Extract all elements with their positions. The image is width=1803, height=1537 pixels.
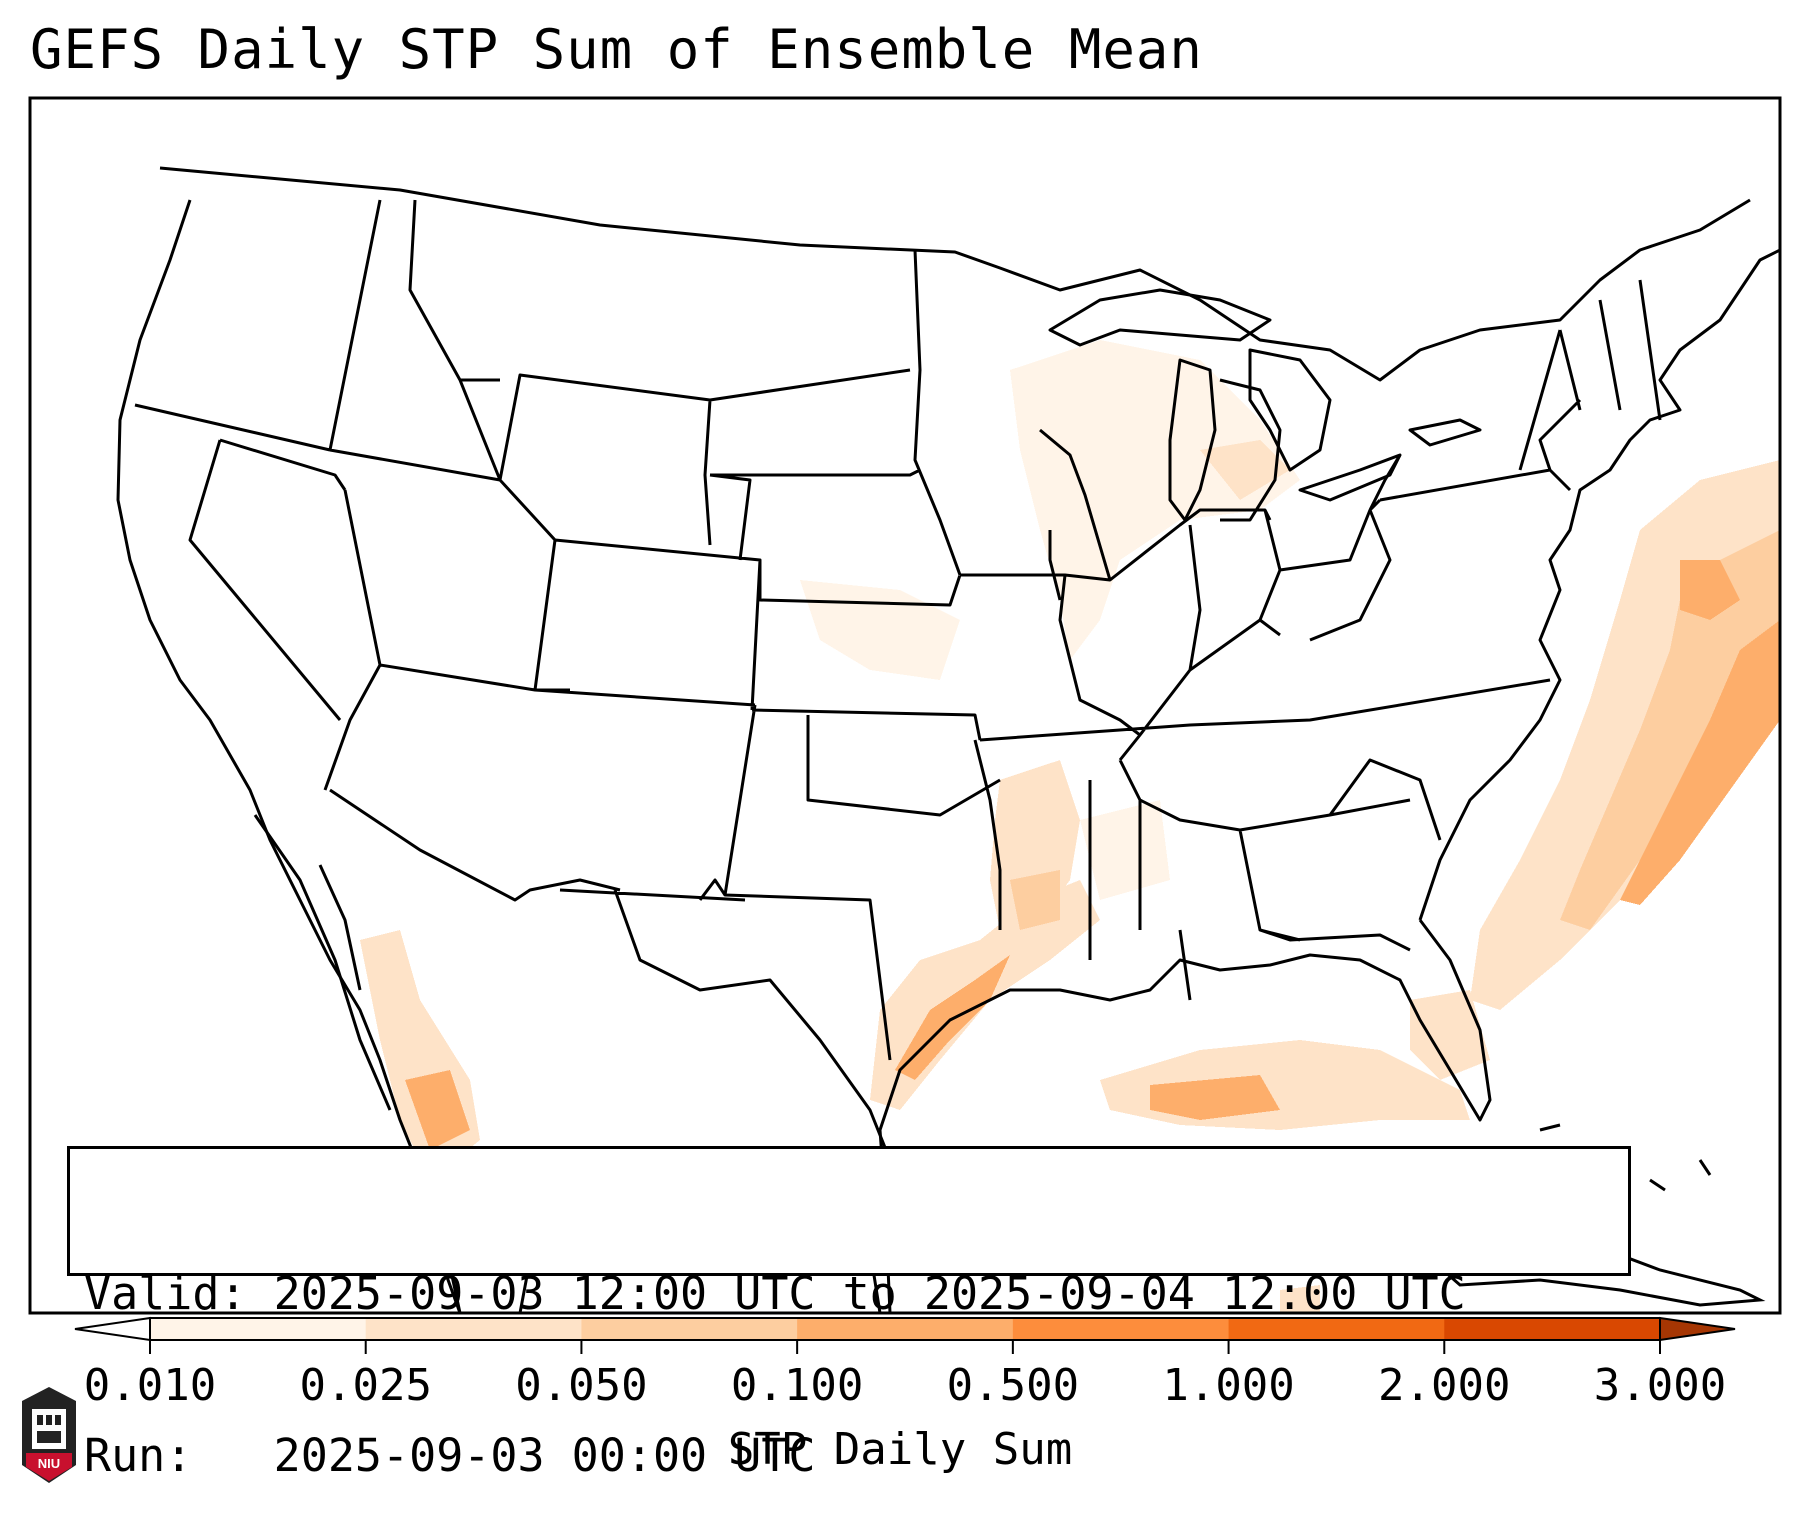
- valid-value: 2025-09-03 12:00 UTC to 2025-09-04 12:00…: [273, 1267, 1466, 1320]
- upper-midwest-great-lakes: [1010, 340, 1300, 660]
- mid-south-light: [1080, 800, 1170, 900]
- atlantic-offshore-band-strong: [1620, 620, 1780, 905]
- colorbar-segment: [581, 1318, 798, 1340]
- west-coast: [116, 199, 462, 1313]
- valid-label: Valid:: [84, 1267, 247, 1320]
- colorbar-tick-label: 3.000: [1593, 1360, 1727, 1411]
- lake-ontario: [1408, 418, 1482, 447]
- lake-michigan: [1168, 358, 1217, 522]
- map-plot: [28, 96, 1782, 1354]
- atlantic-offshore-band-strong2: [1680, 560, 1740, 620]
- run-value: 2025-09-03 00:00 UTC: [273, 1429, 816, 1482]
- valid-line: Valid: 2025-09-03 12:00 UTC to 2025-09-0…: [84, 1267, 1614, 1321]
- east-coast: [1418, 248, 1780, 921]
- borders: [116, 166, 1780, 1313]
- atlantic-offshore-band-mid: [1560, 530, 1780, 930]
- midwest-light-2: [1200, 440, 1290, 500]
- western-mexico-strong: [405, 1070, 470, 1150]
- us-canada-border: [159, 166, 1751, 382]
- colorbar-tick-label: 0.100: [730, 1360, 864, 1411]
- niu-logo: NIU: [22, 1387, 76, 1483]
- colorbar-tick-label: 1.000: [1162, 1360, 1295, 1411]
- colorbar-title: STP Daily Sum: [727, 1424, 1073, 1475]
- chart-title: GEFS Daily STP Sum of Ensemble Mean: [30, 18, 1203, 81]
- michigan-lower-peninsula: [1219, 378, 1282, 522]
- map-frame: [28, 96, 1782, 1315]
- colorbar-tick-label: 0.500: [946, 1360, 1080, 1411]
- baja-california: [253, 814, 392, 1111]
- colorbar-segment: [365, 1318, 582, 1340]
- svg-text:NIU: NIU: [38, 1456, 60, 1471]
- central-plains-light: [800, 580, 960, 680]
- florida-peninsula-shading: [1410, 990, 1490, 1080]
- colorbar-tick-label: 0.050: [515, 1360, 648, 1411]
- colorbar-segment: [1228, 1318, 1445, 1340]
- run-label: Run:: [84, 1429, 193, 1482]
- lake-superior: [1048, 288, 1272, 347]
- colorbar-segment: [1012, 1318, 1230, 1340]
- colorbar-over-extension: [1659, 1316, 1736, 1342]
- mexico-border: [329, 788, 621, 902]
- run-line: Run: 2025-09-03 00:00 UTC: [84, 1429, 1614, 1483]
- northern-gulf-strong: [1150, 1075, 1280, 1120]
- colorbar: [74, 1316, 1736, 1354]
- colorbar-tick-label: 0.010: [83, 1360, 217, 1411]
- gulf-coast: [878, 919, 1492, 1313]
- gulf-south-light: [1280, 1285, 1320, 1313]
- colorbar-segment: [797, 1318, 1014, 1340]
- colorbar-frame: [149, 1317, 1661, 1341]
- state-lines: [134, 199, 1662, 1161]
- colorbar-segment: [1444, 1318, 1661, 1340]
- colorbar-tick-label: 0.025: [299, 1360, 432, 1411]
- lake-huron: [1248, 348, 1332, 472]
- valid-run-box: Valid: 2025-09-03 12:00 UTC to 2025-09-0…: [67, 1146, 1631, 1482]
- colorbar-segment: [150, 1318, 367, 1340]
- lower-mississippi-valley-mid: [1010, 870, 1060, 930]
- colorbar-tick-label: 2.000: [1378, 1360, 1511, 1411]
